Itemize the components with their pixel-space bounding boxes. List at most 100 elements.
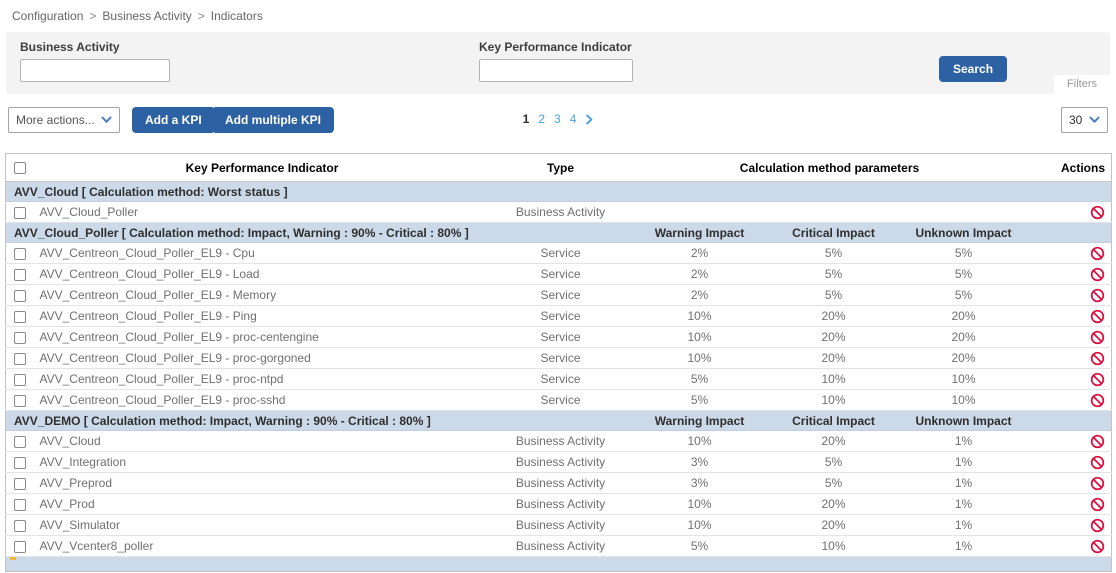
warning-impact-value: 5% — [630, 368, 769, 390]
kpi-name: AVV_Cloud_Poller — [33, 201, 491, 223]
row-checkbox[interactable] — [13, 498, 26, 511]
forbidden-icon[interactable] — [1090, 434, 1105, 449]
kpi-type: Service — [490, 368, 631, 390]
column-header-calc-params: Calculation method parameters — [630, 153, 1029, 182]
kpi-type: Business Activity — [490, 430, 631, 452]
critical-impact-value: 5% — [768, 472, 899, 494]
select-all-checkbox[interactable] — [13, 162, 26, 175]
actions-cell — [1028, 368, 1112, 390]
actions-cell — [1028, 284, 1112, 306]
row-checkbox[interactable] — [13, 394, 26, 407]
forbidden-icon[interactable] — [1090, 351, 1105, 366]
row-checkbox[interactable] — [13, 206, 26, 219]
forbidden-icon[interactable] — [1090, 372, 1105, 387]
warning-impact-value: 10% — [630, 347, 769, 369]
pagination-page-2[interactable]: 2 — [538, 112, 545, 126]
forbidden-icon[interactable] — [1090, 393, 1105, 408]
warning-impact-value: 5% — [630, 389, 769, 411]
row-checkbox[interactable] — [13, 268, 26, 281]
pagination-page-3[interactable]: 3 — [554, 112, 561, 126]
warning-impact-value — [630, 201, 769, 223]
unknown-impact-value: 1% — [898, 514, 1029, 536]
pagination-page-1[interactable]: 1 — [522, 112, 530, 126]
unknown-impact-value: 1% — [898, 535, 1029, 557]
critical-impact-value: 20% — [768, 514, 899, 536]
forbidden-icon[interactable] — [1090, 205, 1105, 220]
table-header-row: Key Performance Indicator Type Calculati… — [5, 153, 1112, 182]
row-checkbox-cell — [5, 535, 34, 557]
forbidden-icon[interactable] — [1090, 476, 1105, 491]
kpi-type: Service — [490, 284, 631, 306]
forbidden-icon[interactable] — [1090, 330, 1105, 345]
breadcrumb-business-activity[interactable]: Business Activity — [102, 9, 192, 23]
business-activity-input[interactable] — [20, 59, 170, 82]
critical-impact-value: 20% — [768, 430, 899, 452]
kpi-type: Service — [490, 389, 631, 411]
chevron-down-icon — [1083, 113, 1100, 127]
filter-panel: Business Activity Key Performance Indica… — [6, 32, 1110, 94]
page-size-value: 30 — [1069, 113, 1083, 127]
warning-impact-value: 3% — [630, 451, 769, 473]
chevron-right-icon[interactable] — [585, 114, 593, 125]
warning-impact-value: 10% — [630, 514, 769, 536]
unknown-impact-value: 5% — [898, 242, 1029, 264]
search-button[interactable]: Search — [939, 56, 1008, 82]
row-checkbox[interactable] — [13, 373, 26, 386]
critical-impact-value: 10% — [768, 535, 899, 557]
critical-impact-value: 5% — [768, 451, 899, 473]
unknown-impact-value: 1% — [898, 472, 1029, 494]
row-checkbox[interactable] — [13, 435, 26, 448]
kpi-name: AVV_Centreon_Cloud_Poller_EL9 - Ping — [33, 305, 491, 327]
row-checkbox[interactable] — [13, 540, 26, 553]
forbidden-icon[interactable] — [1090, 455, 1105, 470]
column-header-kpi: Key Performance Indicator — [33, 153, 491, 182]
filters-tab[interactable]: Filters — [1054, 75, 1110, 94]
warning-impact-value: 2% — [630, 263, 769, 285]
kpi-row: AVV_Centreon_Cloud_Poller_EL9 - proc-cen… — [5, 326, 1112, 348]
row-checkbox[interactable] — [13, 310, 26, 323]
forbidden-icon[interactable] — [1090, 288, 1105, 303]
group-header-row-partial — [5, 556, 1112, 572]
kpi-name: AVV_Centreon_Cloud_Poller_EL9 - proc-gor… — [33, 347, 491, 369]
breadcrumb-separator: > — [197, 9, 205, 23]
forbidden-icon[interactable] — [1090, 518, 1105, 533]
unknown-impact-value: 20% — [898, 347, 1029, 369]
row-checkbox[interactable] — [13, 247, 26, 260]
critical-impact-value: 5% — [768, 242, 899, 264]
forbidden-icon[interactable] — [1090, 267, 1105, 282]
actions-cell — [1028, 472, 1112, 494]
breadcrumb: Configuration > Business Activity > Indicato… — [0, 0, 1116, 32]
row-checkbox[interactable] — [13, 477, 26, 490]
breadcrumb-configuration[interactable]: Configuration — [12, 9, 84, 23]
row-checkbox[interactable] — [13, 519, 26, 532]
kpi-table: Key Performance Indicator Type Calculati… — [5, 153, 1112, 572]
unknown-impact-value: 1% — [898, 430, 1029, 452]
kpi-row: AVV_Centreon_Cloud_Poller_EL9 - Cpu Servi… — [5, 242, 1112, 264]
row-checkbox[interactable] — [13, 289, 26, 302]
impact-subheader: Warning Impact — [630, 410, 769, 431]
row-checkbox[interactable] — [13, 456, 26, 469]
add-kpi-button[interactable]: Add a KPI — [132, 107, 215, 133]
kpi-filter-input[interactable] — [479, 59, 633, 82]
forbidden-icon[interactable] — [1090, 497, 1105, 512]
forbidden-icon[interactable] — [1090, 246, 1105, 261]
more-actions-select[interactable]: More actions... — [8, 107, 120, 133]
warning-impact-value: 10% — [630, 430, 769, 452]
kpi-name: AVV_Vcenter8_poller — [33, 535, 491, 557]
row-checkbox[interactable] — [13, 352, 26, 365]
warning-impact-value: 10% — [630, 326, 769, 348]
add-multiple-kpi-button[interactable]: Add multiple KPI — [212, 107, 334, 133]
kpi-name: AVV_Centreon_Cloud_Poller_EL9 - Memory — [33, 284, 491, 306]
more-actions-label: More actions... — [16, 113, 95, 127]
kpi-type: Business Activity — [490, 493, 631, 515]
page-size-select[interactable]: 30 — [1061, 107, 1108, 133]
pagination-page-4[interactable]: 4 — [569, 112, 577, 126]
kpi-row: AVV_Simulator Business Activity 10% 20% 1% — [5, 514, 1112, 536]
forbidden-icon[interactable] — [1090, 309, 1105, 324]
unknown-impact-value — [898, 201, 1029, 223]
forbidden-icon[interactable] — [1090, 539, 1105, 554]
breadcrumb-indicators[interactable]: Indicators — [210, 9, 263, 23]
toolbar: More actions... Add a KPI Add multiple K… — [6, 107, 1110, 134]
actions-cell — [1028, 263, 1112, 285]
row-checkbox[interactable] — [13, 331, 26, 344]
